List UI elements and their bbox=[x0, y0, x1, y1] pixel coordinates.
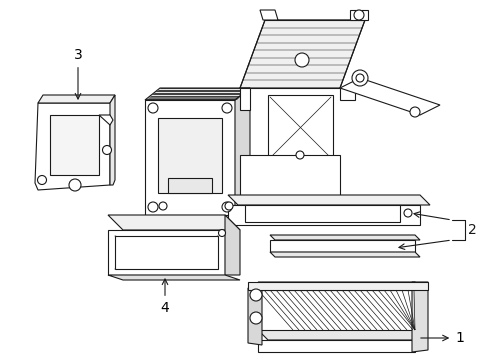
Circle shape bbox=[351, 70, 367, 86]
Polygon shape bbox=[38, 95, 115, 103]
Circle shape bbox=[249, 312, 262, 324]
Polygon shape bbox=[145, 100, 235, 215]
Polygon shape bbox=[108, 230, 224, 275]
Bar bbox=[158, 118, 222, 193]
Polygon shape bbox=[349, 10, 367, 20]
Circle shape bbox=[294, 53, 308, 67]
Polygon shape bbox=[339, 78, 439, 115]
Polygon shape bbox=[240, 88, 249, 110]
Polygon shape bbox=[227, 195, 429, 205]
Polygon shape bbox=[258, 340, 414, 352]
Polygon shape bbox=[258, 290, 414, 330]
Polygon shape bbox=[339, 88, 354, 100]
Polygon shape bbox=[99, 115, 113, 125]
Polygon shape bbox=[108, 215, 240, 230]
Polygon shape bbox=[235, 88, 249, 215]
Circle shape bbox=[159, 202, 167, 210]
Polygon shape bbox=[269, 235, 419, 240]
Circle shape bbox=[102, 145, 111, 154]
Polygon shape bbox=[240, 155, 339, 215]
Polygon shape bbox=[224, 215, 240, 275]
Text: 3: 3 bbox=[74, 48, 82, 99]
Polygon shape bbox=[145, 88, 249, 100]
Text: 2: 2 bbox=[467, 223, 476, 237]
Polygon shape bbox=[411, 282, 427, 352]
Circle shape bbox=[355, 74, 363, 82]
Polygon shape bbox=[240, 205, 364, 215]
Polygon shape bbox=[240, 20, 364, 88]
Circle shape bbox=[148, 103, 158, 113]
Circle shape bbox=[295, 151, 304, 159]
Circle shape bbox=[222, 103, 231, 113]
Polygon shape bbox=[247, 282, 427, 290]
Polygon shape bbox=[258, 330, 424, 340]
Polygon shape bbox=[269, 252, 419, 257]
Polygon shape bbox=[269, 240, 414, 252]
Bar bbox=[115, 236, 218, 269]
Polygon shape bbox=[50, 115, 99, 175]
Polygon shape bbox=[227, 205, 419, 225]
Bar bbox=[267, 95, 332, 160]
Circle shape bbox=[218, 230, 225, 237]
Polygon shape bbox=[35, 103, 113, 190]
Circle shape bbox=[224, 202, 232, 210]
Polygon shape bbox=[260, 10, 278, 20]
Text: 4: 4 bbox=[160, 279, 169, 315]
Circle shape bbox=[403, 209, 411, 217]
Polygon shape bbox=[247, 288, 262, 345]
Polygon shape bbox=[108, 275, 240, 280]
Circle shape bbox=[148, 202, 158, 212]
Text: 1: 1 bbox=[420, 331, 463, 345]
Polygon shape bbox=[244, 205, 399, 222]
Circle shape bbox=[353, 10, 363, 20]
Polygon shape bbox=[110, 95, 115, 185]
Polygon shape bbox=[258, 282, 424, 290]
Circle shape bbox=[222, 202, 231, 212]
Circle shape bbox=[409, 107, 419, 117]
Bar bbox=[168, 178, 212, 193]
Circle shape bbox=[249, 289, 262, 301]
Circle shape bbox=[38, 176, 46, 185]
Circle shape bbox=[69, 179, 81, 191]
